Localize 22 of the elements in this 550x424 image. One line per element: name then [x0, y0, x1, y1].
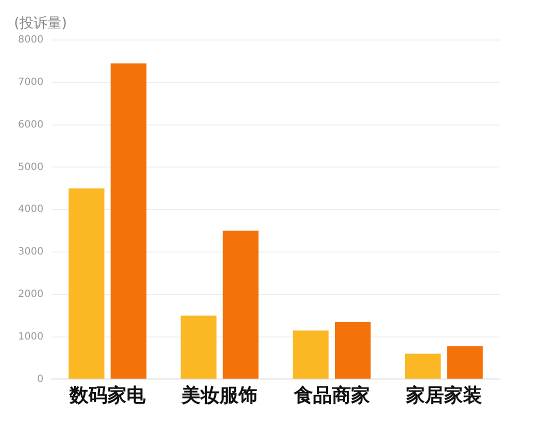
x-tick-label: 美妆服饰 — [180, 384, 258, 407]
bar — [334, 322, 371, 379]
y-axis-title: (投诉量) — [14, 16, 67, 32]
x-tick-label: 家居家装 — [404, 384, 482, 407]
y-tick-label: 4000 — [18, 204, 44, 216]
bar — [110, 63, 146, 379]
y-tick-label: 0 — [37, 374, 44, 385]
bar — [405, 354, 441, 379]
x-tick-label: 食品商家 — [292, 384, 370, 407]
y-tick-label: 6000 — [18, 119, 44, 130]
x-tick-label: 数码家电 — [68, 384, 147, 407]
y-tick-label: 3000 — [18, 246, 44, 258]
y-tick-label: 8000 — [18, 34, 44, 46]
bar — [292, 330, 329, 379]
y-tick-label: 7000 — [18, 76, 44, 88]
y-tick-label: 1000 — [18, 331, 44, 342]
bar — [68, 188, 104, 379]
y-tick-label: 2000 — [18, 288, 44, 300]
y-tick-label: 5000 — [18, 162, 44, 173]
bar — [180, 316, 216, 379]
bar — [222, 230, 259, 379]
bar — [447, 346, 483, 379]
